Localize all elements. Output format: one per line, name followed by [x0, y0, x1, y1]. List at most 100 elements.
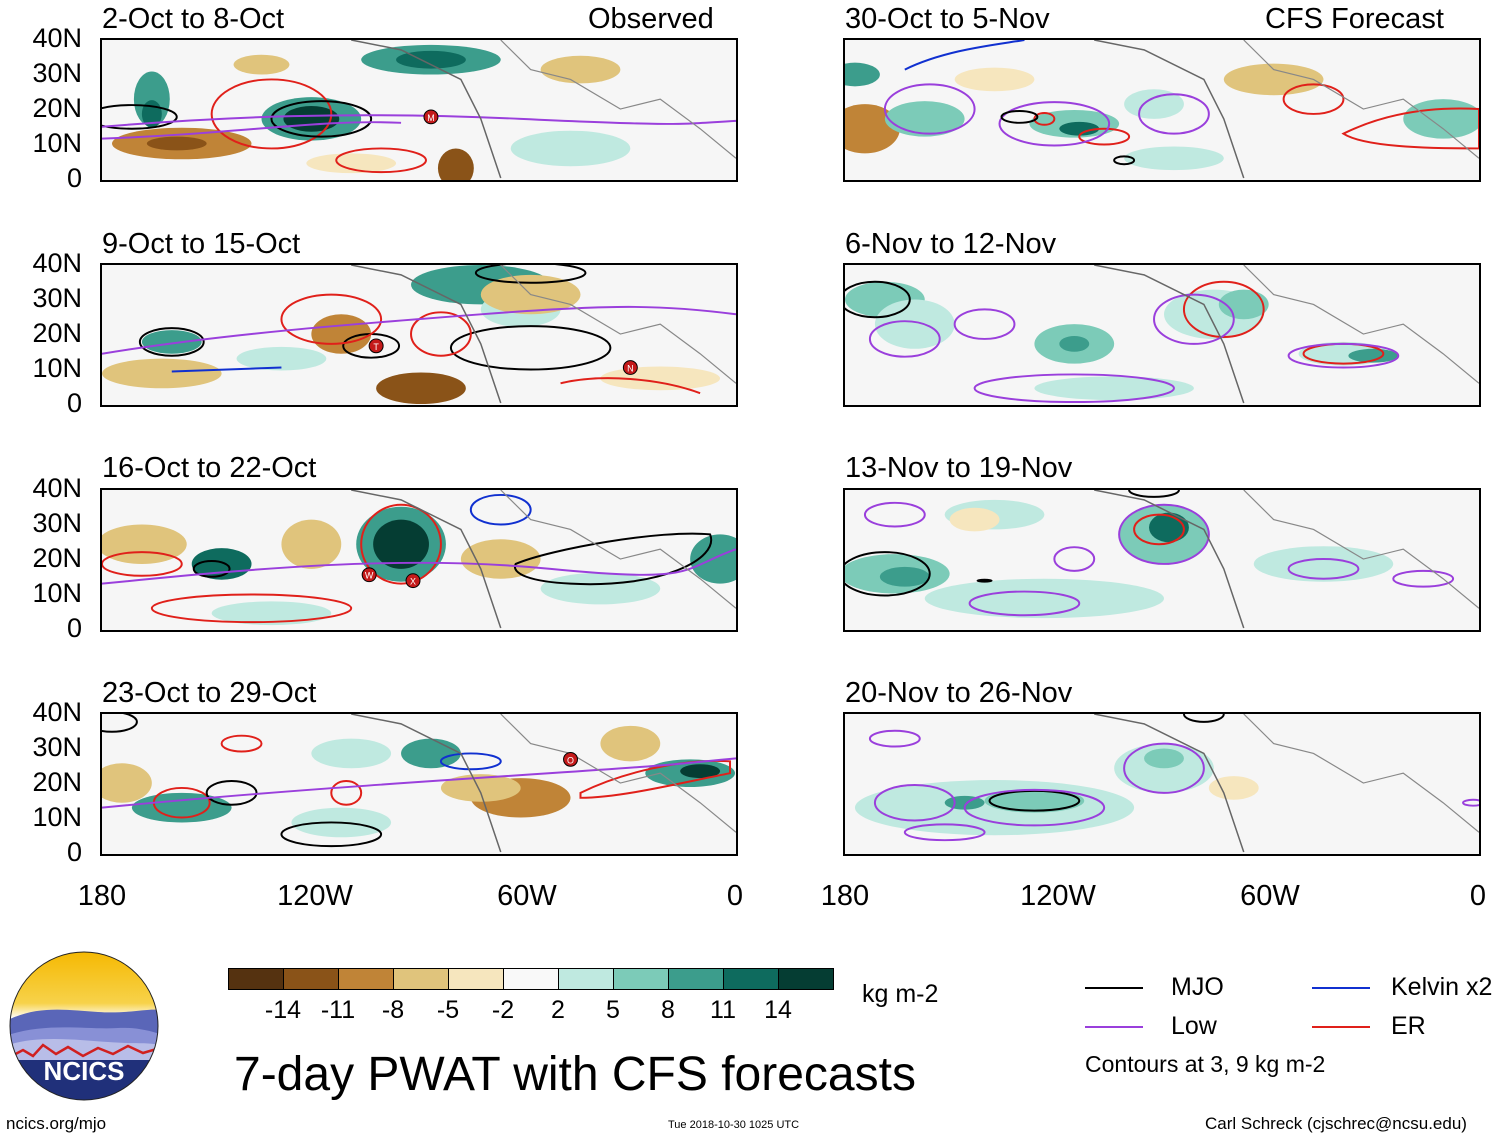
- colorbar-tick: 14: [764, 996, 792, 1024]
- panel-title-fc-2: 6-Nov to 12-Nov: [845, 228, 1057, 260]
- lat-label: 30N: [32, 508, 82, 538]
- pwat-map: [854, 714, 1479, 853]
- lon-label: 0: [726, 880, 744, 912]
- storm-marker-x: [405, 573, 421, 589]
- footer-author: Carl Schreck (cjschrec@ncsu.edu): [1205, 1114, 1467, 1133]
- lon-label: 180: [820, 880, 870, 912]
- legend-label-er: ER: [1391, 1012, 1426, 1040]
- pwat-map: [845, 40, 1479, 179]
- lat-label: 10N: [32, 128, 82, 158]
- colorbar-swatch: [723, 968, 779, 990]
- pwat-map: O: [102, 714, 736, 853]
- map-panel-obs-3: W X: [100, 488, 738, 632]
- lat-label: 40N: [32, 697, 82, 727]
- legend: MJO Kelvin x2 Low ER Contours at 3, 9 kg…: [1085, 968, 1510, 1088]
- forecast-label: CFS Forecast: [1265, 3, 1444, 35]
- panel-title-fc-1: 30-Oct to 5-Nov: [845, 3, 1050, 35]
- storm-marker-n: [622, 360, 638, 375]
- lon-label: 180: [77, 880, 127, 912]
- legend-swatch-mjo: [1085, 987, 1143, 989]
- map-panel-obs-4: O: [100, 712, 738, 856]
- panel-title-obs-2: 9-Oct to 15-Oct: [102, 228, 301, 260]
- legend-swatch-low: [1085, 1026, 1143, 1028]
- lat-label: 30N: [32, 732, 82, 762]
- legend-label-low: Low: [1171, 1012, 1217, 1040]
- colorbar-tick: 11: [710, 996, 736, 1024]
- lon-label: 120W: [277, 880, 353, 912]
- lat-label: 20N: [32, 767, 82, 797]
- lat-label: 30N: [32, 58, 82, 88]
- lat-label: 0: [66, 163, 82, 193]
- logo-graphic: NCICS: [9, 951, 159, 1101]
- lat-label: 10N: [32, 578, 82, 608]
- pwat-map: W X: [102, 490, 736, 629]
- storm-marker-o: [563, 751, 578, 767]
- storm-marker-m: [423, 109, 439, 125]
- colorbar-swatch: [558, 968, 614, 990]
- legend-swatch-er: [1312, 1026, 1370, 1028]
- colorbar: [228, 968, 834, 990]
- map-panel-obs-1: M: [100, 38, 738, 182]
- lat-label: 20N: [32, 543, 82, 573]
- panel-title-fc-4: 20-Nov to 26-Nov: [845, 677, 1073, 709]
- pwat-map: [845, 490, 1479, 629]
- panel-title-obs-1: 2-Oct to 8-Oct: [102, 3, 285, 35]
- footer-url[interactable]: ncics.org/mjo: [6, 1114, 107, 1133]
- storm-marker-label: N: [627, 364, 633, 374]
- lat-label: 0: [66, 837, 82, 867]
- pwat-map: T N: [102, 265, 736, 405]
- colorbar-swatch: [503, 968, 559, 990]
- legend-swatch-kelvin: [1312, 987, 1370, 989]
- colorbar-swatch: [448, 968, 504, 990]
- colorbar-tick: 8: [661, 996, 675, 1024]
- panel-title-obs-3: 16-Oct to 22-Oct: [102, 452, 317, 484]
- ncics-logo: NCICS: [8, 950, 160, 1102]
- lat-label: 0: [66, 613, 82, 643]
- lat-label: 20N: [32, 93, 82, 123]
- colorbar-swatch: [338, 968, 394, 990]
- pwat-map: M: [102, 40, 736, 180]
- lon-label: 60W: [1240, 880, 1300, 912]
- map-panel-obs-2: T N: [100, 263, 738, 407]
- colorbar-swatch: [613, 968, 669, 990]
- panel-title-fc-3: 13-Nov to 19-Nov: [845, 452, 1073, 484]
- colorbar-tick: -2: [491, 996, 515, 1024]
- colorbar-swatch: [283, 968, 339, 990]
- lon-label: 120W: [1020, 880, 1096, 912]
- map-panel-fc-2: [843, 263, 1481, 407]
- storm-marker-t: [368, 338, 384, 354]
- pwat-map: [845, 265, 1479, 404]
- storm-marker-label: W: [365, 571, 374, 581]
- storm-marker-label: T: [373, 342, 379, 352]
- colorbar-swatch: [668, 968, 724, 990]
- storm-marker-label: X: [410, 577, 416, 587]
- lat-label: 10N: [32, 353, 82, 383]
- legend-label-kelvin: Kelvin x2: [1391, 973, 1493, 1001]
- lat-label: 10N: [32, 802, 82, 832]
- colorbar-swatch: [228, 968, 284, 990]
- lat-label: 40N: [32, 23, 82, 53]
- lat-label: 30N: [32, 283, 82, 313]
- lon-label: 60W: [497, 880, 557, 912]
- colorbar-tick: -8: [381, 996, 405, 1024]
- colorbar-tick: -14: [264, 996, 302, 1024]
- colorbar-swatch: [393, 968, 449, 990]
- lat-label: 20N: [32, 318, 82, 348]
- map-panel-fc-3: [843, 488, 1481, 632]
- colorbar-tick: 2: [551, 996, 565, 1024]
- lat-label: 0: [66, 388, 82, 418]
- main-title: 7-day PWAT with CFS forecasts: [234, 1048, 916, 1101]
- colorbar-units: kg m-2: [862, 980, 939, 1008]
- panel-title-obs-4: 23-Oct to 29-Oct: [102, 677, 317, 709]
- map-panel-fc-1: [843, 38, 1481, 182]
- logo-text: NCICS: [44, 1056, 125, 1086]
- lon-label: 0: [1469, 880, 1487, 912]
- colorbar-tick: 5: [606, 996, 620, 1024]
- colorbar-swatch: [778, 968, 834, 990]
- map-panel-fc-4: [843, 712, 1481, 856]
- observed-label: Observed: [588, 3, 714, 35]
- colorbar-tick: -11: [320, 996, 356, 1024]
- storm-marker-w: [361, 567, 377, 583]
- lat-label: 40N: [32, 248, 82, 278]
- lat-label: 40N: [32, 473, 82, 503]
